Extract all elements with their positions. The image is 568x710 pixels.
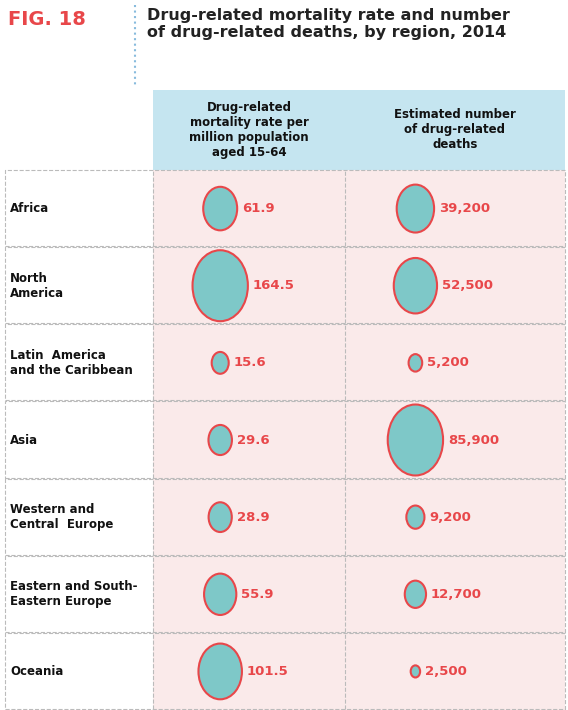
- Ellipse shape: [193, 250, 248, 321]
- Text: Drug-related mortality rate and number
of drug-related deaths, by region, 2014: Drug-related mortality rate and number o…: [147, 8, 510, 40]
- Text: Western and
Central  Europe: Western and Central Europe: [10, 503, 114, 531]
- Ellipse shape: [203, 187, 237, 230]
- Ellipse shape: [408, 354, 422, 371]
- Text: 9,200: 9,200: [429, 510, 471, 524]
- Bar: [345, 556, 565, 633]
- Text: 55.9: 55.9: [241, 588, 274, 601]
- Bar: [5, 247, 565, 323]
- Bar: [153, 324, 345, 401]
- Text: 2,500: 2,500: [425, 665, 467, 678]
- Bar: [153, 247, 345, 324]
- Bar: [345, 170, 565, 247]
- Ellipse shape: [388, 405, 443, 476]
- Ellipse shape: [406, 506, 424, 529]
- Ellipse shape: [394, 258, 437, 313]
- Ellipse shape: [198, 643, 242, 699]
- Bar: [345, 633, 565, 710]
- Bar: [153, 556, 345, 633]
- Bar: [345, 479, 565, 556]
- Text: Drug-related
mortality rate per
million population
aged 15-64: Drug-related mortality rate per million …: [189, 101, 309, 159]
- Ellipse shape: [212, 352, 229, 373]
- Text: Latin  America
and the Caribbean: Latin America and the Caribbean: [10, 349, 133, 377]
- Bar: [153, 170, 345, 247]
- Text: 85,900: 85,900: [448, 434, 499, 447]
- Text: Asia: Asia: [10, 434, 38, 447]
- Ellipse shape: [204, 574, 236, 615]
- Text: 39,200: 39,200: [439, 202, 490, 215]
- Bar: [5, 324, 565, 400]
- Bar: [345, 401, 565, 479]
- Bar: [345, 324, 565, 401]
- Text: 52,500: 52,500: [442, 279, 493, 293]
- Ellipse shape: [396, 185, 434, 233]
- Bar: [153, 401, 345, 479]
- Text: Estimated number
of drug-related
deaths: Estimated number of drug-related deaths: [394, 109, 516, 151]
- Text: 28.9: 28.9: [237, 510, 269, 524]
- Bar: [345, 247, 565, 324]
- Bar: [5, 479, 565, 555]
- Text: 29.6: 29.6: [237, 434, 270, 447]
- Ellipse shape: [208, 425, 232, 455]
- Bar: [5, 556, 565, 632]
- Ellipse shape: [405, 581, 426, 608]
- Ellipse shape: [411, 665, 420, 677]
- Bar: [5, 401, 565, 478]
- Text: Oceania: Oceania: [10, 665, 64, 678]
- Text: 61.9: 61.9: [242, 202, 275, 215]
- Text: 101.5: 101.5: [247, 665, 289, 678]
- Bar: [153, 90, 345, 170]
- Bar: [345, 90, 565, 170]
- Text: Eastern and South-
Eastern Europe: Eastern and South- Eastern Europe: [10, 580, 137, 608]
- Text: FIG. 18: FIG. 18: [8, 10, 86, 29]
- Text: Africa: Africa: [10, 202, 49, 215]
- Text: 5,200: 5,200: [427, 356, 469, 369]
- Text: 164.5: 164.5: [253, 279, 295, 293]
- Ellipse shape: [208, 502, 232, 532]
- Bar: [153, 479, 345, 556]
- Bar: [5, 633, 565, 709]
- Bar: [153, 633, 345, 710]
- Text: 12,700: 12,700: [431, 588, 482, 601]
- Text: 15.6: 15.6: [233, 356, 266, 369]
- Text: North
America: North America: [10, 272, 64, 300]
- Bar: [5, 170, 565, 246]
